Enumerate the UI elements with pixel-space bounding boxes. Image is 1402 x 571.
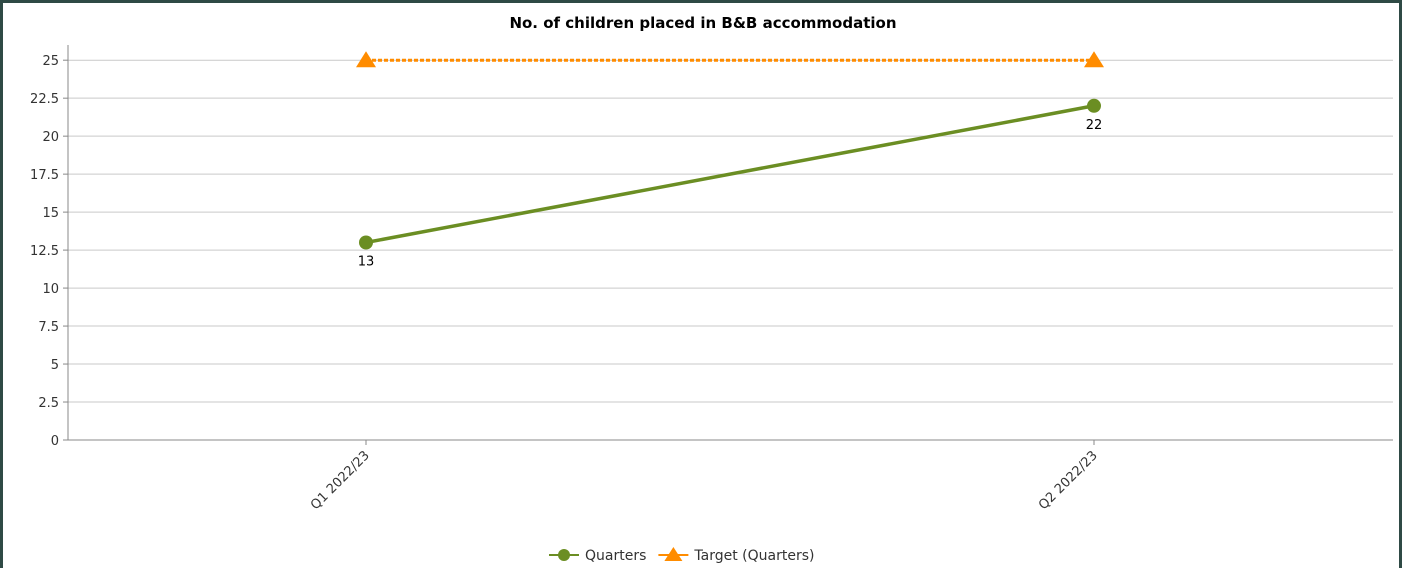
axes [63, 45, 1393, 445]
line-chart: No. of children placed in B&B accommodat… [30, 14, 1393, 564]
y-tick-label: 7.5 [38, 320, 59, 335]
legend-label: Quarters [585, 548, 646, 564]
data-point[interactable] [356, 51, 376, 68]
grid-lines [68, 59, 1393, 403]
y-tick-label: 17.5 [30, 168, 59, 183]
data-point[interactable] [1087, 98, 1101, 113]
legend-item-target[interactable]: Target (Quarters) [658, 547, 814, 564]
tick-labels: 0 2.5 5 7.5 10 12.5 15 17.5 20 22.5 25 Q1 2022/23 Q2… [30, 54, 1101, 513]
data-label: 22 [1086, 118, 1103, 133]
y-tick-label: 12.5 [30, 244, 59, 259]
series-line-quarters [365, 104, 1095, 245]
y-tick-label: 5 [51, 358, 59, 373]
data-point[interactable] [359, 235, 373, 250]
y-tick-label: 15 [42, 206, 59, 221]
y-tick-label: 10 [42, 282, 59, 297]
legend-marker-triangle [664, 547, 683, 561]
series-layer: 13 22 [356, 51, 1104, 270]
legend-item-quarters[interactable]: Quarters [549, 548, 646, 564]
x-tick-label: Q1 2022/23 [308, 448, 373, 513]
y-tick-label: 0 [51, 434, 59, 449]
data-point[interactable] [1084, 51, 1104, 68]
y-tick-label: 25 [42, 54, 59, 69]
chart-title: No. of children placed in B&B accommodat… [509, 14, 896, 32]
y-tick-label: 22.5 [30, 92, 59, 107]
legend-marker-circle [558, 549, 570, 561]
legend-label: Target (Quarters) [693, 548, 814, 564]
legend[interactable]: Quarters Target (Quarters) [549, 547, 814, 564]
y-tick-label: 20 [42, 130, 59, 145]
y-tick-label: 2.5 [38, 396, 59, 411]
data-label: 13 [358, 255, 375, 270]
x-tick-label: Q2 2022/23 [1036, 448, 1101, 513]
